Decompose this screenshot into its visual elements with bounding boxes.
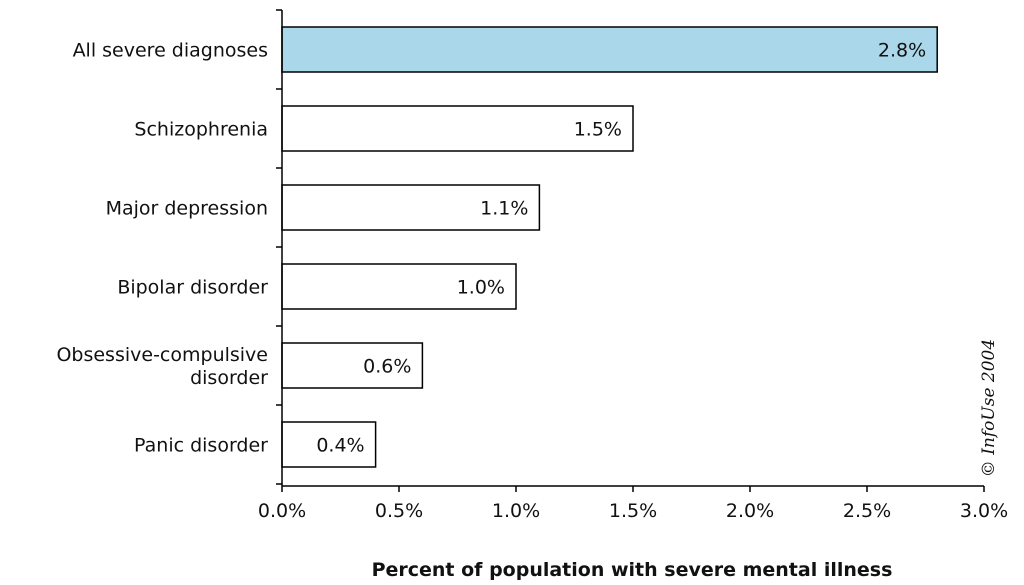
bars-group: 2.8% 1.5% 1.1% 1.0% 0.6% 0.4% — [281, 26, 938, 468]
category-label: Bipolar disorder — [117, 277, 268, 299]
category-label: Obsessive-compulsive disorder — [56, 344, 268, 389]
bar-value-label: 0.6% — [363, 356, 411, 378]
bar-value-label: 0.4% — [316, 435, 364, 457]
bar — [281, 184, 541, 231]
category-label: All severe diagnoses — [73, 40, 268, 62]
x-tick-label: 3.0% — [960, 500, 1008, 522]
x-tick-label: 1.0% — [492, 500, 540, 522]
bar — [281, 105, 634, 152]
bar-value-label: 1.5% — [574, 119, 622, 141]
category-label: Major depression — [106, 198, 268, 220]
x-tick-label: 0.5% — [375, 500, 423, 522]
bar-value-label: 1.1% — [480, 198, 528, 220]
x-tick-label: 1.5% — [609, 500, 657, 522]
bar — [281, 26, 938, 73]
bar — [281, 342, 424, 389]
bar-value-label: 2.8% — [878, 40, 926, 62]
bar-value-label: 1.0% — [457, 277, 505, 299]
x-tick-label: 2.5% — [843, 500, 891, 522]
category-labels: All severe diagnoses Schizophrenia Major d… — [56, 40, 268, 457]
x-ticks: 0.0% 0.5% 1.0% 1.5% 2.0% 2.5% 3.0% — [258, 9, 1008, 522]
x-tick-label: 0.0% — [258, 500, 306, 522]
copyright-credit: © InfoUse 2004 — [979, 339, 999, 477]
axes — [281, 10, 984, 487]
category-label: Panic disorder — [134, 435, 268, 457]
bar — [281, 263, 517, 310]
x-axis-label: Percent of population with severe mental… — [372, 559, 893, 581]
bar — [281, 421, 377, 468]
category-label: Schizophrenia — [134, 119, 268, 141]
x-tick-label: 2.0% — [726, 500, 774, 522]
